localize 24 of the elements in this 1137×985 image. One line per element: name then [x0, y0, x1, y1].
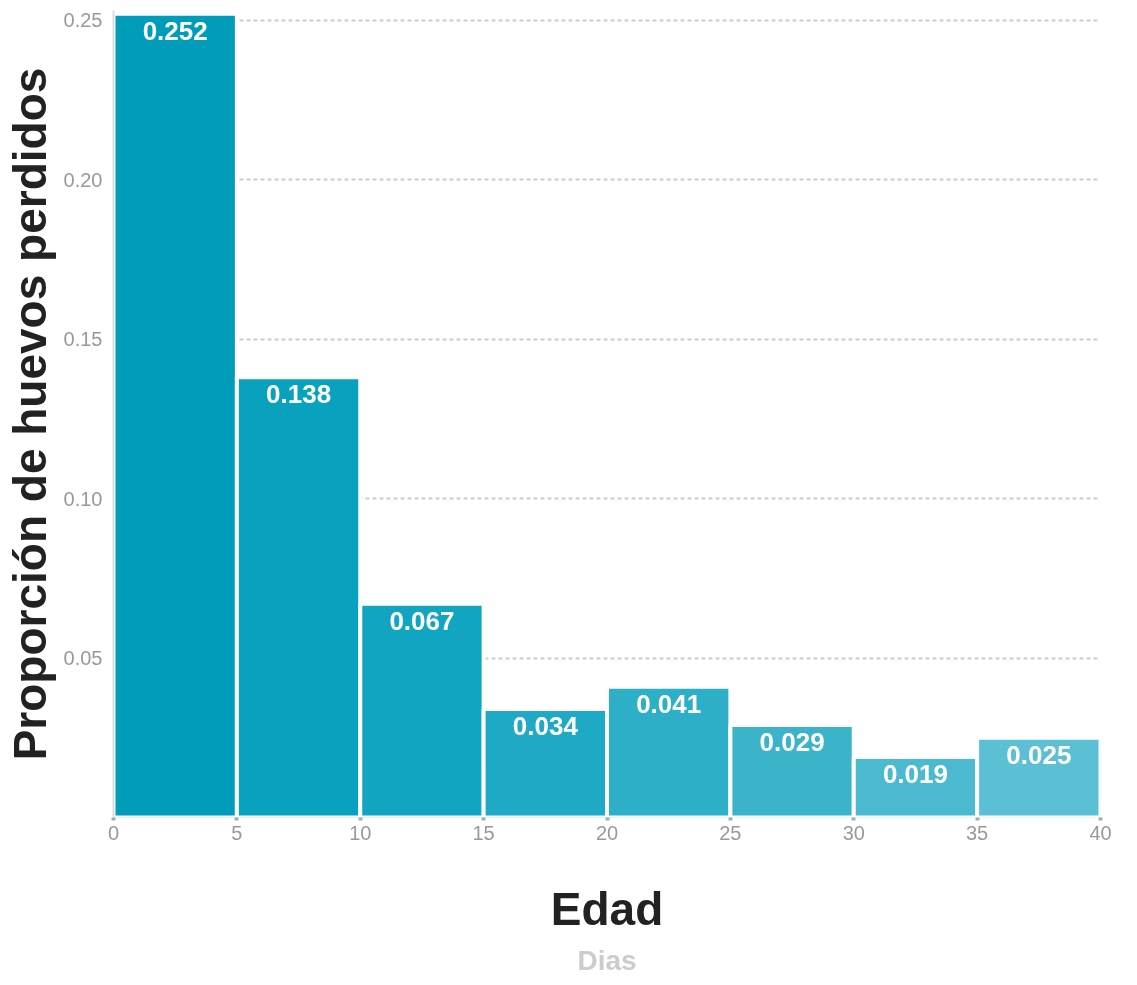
- x-axis-title: Edad: [550, 882, 664, 935]
- y-tick-label: 0.25: [63, 9, 103, 32]
- x-tick-label: 20: [595, 821, 619, 844]
- x-tick-label: 35: [966, 821, 989, 844]
- data-label: 0.029: [759, 727, 825, 757]
- x-tick-label: 10: [349, 821, 372, 844]
- data-label: 0.138: [266, 379, 332, 410]
- y-tick-label: 0.10: [63, 487, 103, 510]
- data-label: 0.067: [389, 605, 455, 636]
- x-tick-label: 15: [472, 821, 495, 844]
- y-tick-label: 0.20: [63, 168, 103, 191]
- x-tick-label: 30: [842, 821, 865, 844]
- x-tick-label: 0: [107, 821, 120, 844]
- y-axis-title: Proporción de huevos perdidos: [3, 67, 56, 761]
- data-label: 0.025: [1006, 739, 1072, 770]
- data-label: 0.041: [636, 688, 702, 719]
- x-tick-label: 25: [719, 821, 742, 844]
- data-label: 0.252: [142, 15, 208, 46]
- x-tick-label: 40: [1089, 821, 1112, 844]
- data-label: 0.019: [882, 758, 948, 789]
- y-tick-label: 0.15: [63, 328, 103, 351]
- y-tick-label: 0.05: [63, 647, 103, 670]
- data-label: 0.034: [512, 711, 579, 742]
- x-tick-label: 5: [231, 821, 243, 844]
